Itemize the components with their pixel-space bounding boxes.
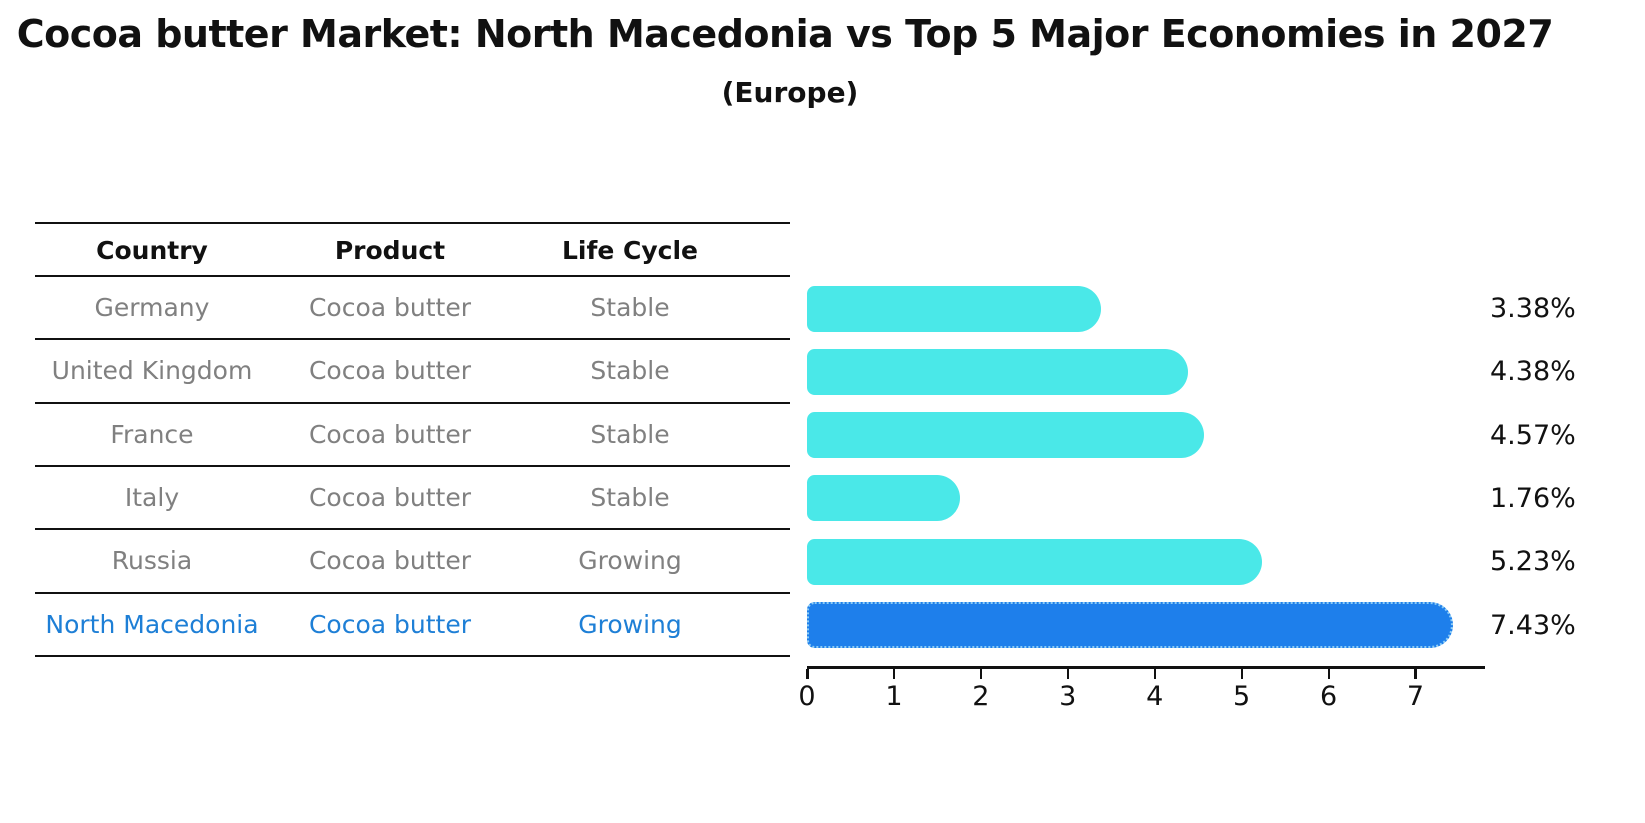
table-header-row: Country Product Life Cycle bbox=[35, 222, 790, 277]
country-cell: Germany bbox=[94, 293, 210, 322]
product-cell: Cocoa butter bbox=[308, 482, 472, 512]
x-tick-label: 4 bbox=[1146, 681, 1164, 712]
product-cell: Cocoa butter bbox=[308, 609, 472, 639]
table-row: Germany Cocoa butter Stable bbox=[35, 277, 790, 341]
life-cycle-cell: Stable bbox=[590, 419, 670, 449]
value-label: 4.38% bbox=[1490, 356, 1576, 388]
x-tick bbox=[892, 669, 896, 679]
plot-area: 3.38% 4.38% 4.57% 1.76% 5.23% 7.43% bbox=[807, 277, 1576, 657]
x-tick-label: 1 bbox=[885, 681, 903, 712]
column-header-life-cycle: Life Cycle bbox=[561, 236, 699, 265]
table-row: United Kingdom Cocoa butter Stable bbox=[35, 340, 790, 404]
column-header-country: Country bbox=[96, 236, 208, 265]
life-cycle-cell: Stable bbox=[590, 293, 670, 322]
x-tick bbox=[1066, 669, 1070, 679]
bar-germany bbox=[807, 285, 1101, 332]
x-tick bbox=[1414, 669, 1417, 679]
table-body: Germany Cocoa butter Stable United Kingd… bbox=[35, 277, 790, 657]
country-table: Country Product Life Cycle Germany Cocoa… bbox=[35, 222, 790, 657]
x-tick-label: 2 bbox=[972, 681, 990, 712]
x-axis-line bbox=[807, 666, 1485, 669]
product-cell: Cocoa butter bbox=[308, 356, 472, 386]
life-cycle-cell: Stable bbox=[590, 482, 670, 512]
column-header-product: Product bbox=[334, 236, 446, 265]
bar-north-macedonia bbox=[807, 602, 1453, 649]
country-cell: Italy bbox=[124, 482, 180, 512]
chart-subtitle: (Europe) bbox=[721, 76, 859, 109]
country-cell: Russia bbox=[111, 546, 193, 576]
x-tick-label: 7 bbox=[1406, 681, 1425, 712]
value-label: 7.43% bbox=[1490, 609, 1576, 641]
country-cell: France bbox=[110, 419, 194, 449]
x-tick-label: 0 bbox=[798, 681, 816, 712]
x-tick bbox=[1240, 669, 1244, 679]
bar-united-kingdom bbox=[807, 348, 1188, 395]
product-cell: Cocoa butter bbox=[308, 546, 472, 576]
x-tick-label: 5 bbox=[1233, 681, 1251, 712]
product-cell: Cocoa butter bbox=[308, 293, 472, 322]
x-tick bbox=[806, 669, 809, 679]
bar-row: 7.43% bbox=[807, 594, 1576, 657]
bar-row: 5.23% bbox=[807, 530, 1576, 593]
product-cell: Cocoa butter bbox=[308, 419, 472, 449]
x-tick bbox=[979, 669, 983, 679]
x-axis: 0 1 2 3 4 5 6 7 bbox=[798, 666, 1485, 726]
bar-row: 4.57% bbox=[807, 404, 1576, 467]
value-label: 4.57% bbox=[1490, 419, 1576, 451]
value-label: 1.76% bbox=[1490, 482, 1576, 514]
table-row: Italy Cocoa butter Stable bbox=[35, 467, 790, 531]
life-cycle-cell: Growing bbox=[578, 546, 682, 576]
country-cell: United Kingdom bbox=[51, 356, 253, 386]
value-label: 3.38% bbox=[1490, 293, 1576, 324]
table-row: Russia Cocoa butter Growing bbox=[35, 530, 790, 594]
table-row: France Cocoa butter Stable bbox=[35, 404, 790, 467]
life-cycle-cell: Stable bbox=[590, 356, 670, 386]
value-label: 5.23% bbox=[1490, 546, 1576, 578]
country-cell: North Macedonia bbox=[45, 609, 259, 639]
bar-italy bbox=[807, 475, 960, 522]
bar-row: 1.76% bbox=[807, 467, 1576, 530]
life-cycle-cell: Growing bbox=[578, 609, 682, 639]
table-row-highlighted: North Macedonia Cocoa butter Growing bbox=[35, 594, 790, 657]
x-tick-label: 3 bbox=[1059, 681, 1077, 712]
bar-france bbox=[807, 412, 1205, 459]
x-tick-label: 6 bbox=[1319, 681, 1338, 712]
bar-row: 3.38% bbox=[807, 277, 1576, 340]
x-tick bbox=[1153, 669, 1157, 679]
bar-row: 4.38% bbox=[807, 340, 1576, 403]
x-tick bbox=[1327, 669, 1331, 679]
chart-title: Cocoa butter Market: North Macedonia vs … bbox=[16, 12, 1554, 56]
bar-russia bbox=[807, 538, 1262, 585]
